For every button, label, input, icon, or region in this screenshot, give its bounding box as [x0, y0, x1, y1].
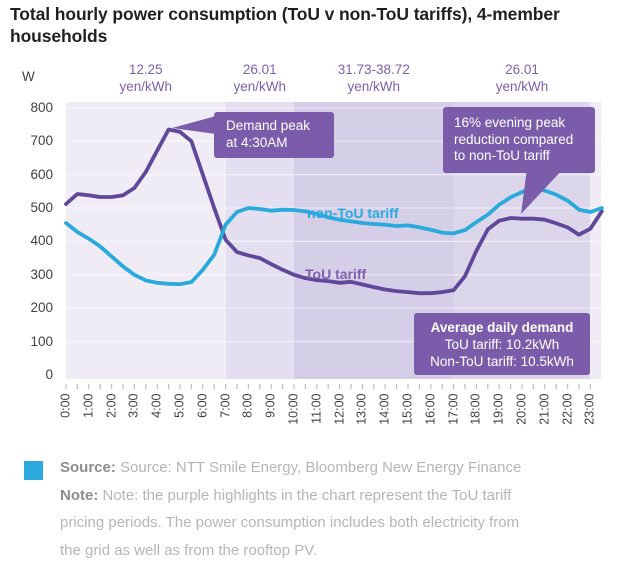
price-label-2: 31.73-38.72 yen/kWh [337, 62, 410, 94]
y-tick-label-300: 300 [30, 266, 53, 282]
price-label-1: 26.01 yen/kWh [233, 62, 287, 94]
y-tick-label-100: 100 [30, 333, 53, 349]
x-tick-label-0:00: 0:00 [58, 393, 73, 418]
x-tick-label-19:00: 19:00 [491, 393, 506, 425]
y-tick-label-0: 0 [45, 367, 53, 382]
demand-peak-line2: at 4:30AM [226, 134, 288, 150]
x-tick-label-20:00: 20:00 [514, 393, 529, 425]
series-label-tou: ToU tariff [305, 266, 367, 282]
x-tick-label-5:00: 5:00 [172, 393, 187, 418]
source-text: Source: NTT Smile Energy, Bloomberg New … [120, 459, 522, 476]
y-tick-label-200: 200 [30, 300, 53, 316]
x-tick-label-8:00: 8:00 [240, 393, 255, 418]
note-label: Note: [60, 486, 99, 504]
x-tick-label-10:00: 10:00 [286, 393, 301, 425]
x-tick-label-22:00: 22:00 [560, 393, 575, 425]
tariff-band-0 [66, 102, 226, 379]
x-tick-label-11:00: 11:00 [309, 393, 324, 424]
x-tick-label-6:00: 6:00 [195, 393, 210, 418]
demand-peak-callout: Demand peak at 4:30AM [214, 112, 334, 158]
y-tick-label-600: 600 [30, 166, 53, 182]
price-label-3: 26.01 yen/kWh [495, 62, 549, 94]
x-tick-label-13:00: 13:00 [354, 393, 369, 425]
footer: Source: Source: NTT Smile Energy, Bloomb… [60, 454, 612, 564]
source-label: Source: [60, 459, 116, 476]
x-tick-label-18:00: 18:00 [468, 393, 483, 425]
y-tick-label-400: 400 [30, 233, 53, 249]
footer-note-line-3: the grid as well as from the rooftop PV. [60, 541, 318, 559]
x-tick-label-17:00: 17:00 [446, 393, 461, 425]
footer-source-line: Source: Source: NTT Smile Energy, Bloomb… [60, 454, 612, 482]
x-tick-label-7:00: 7:00 [218, 393, 233, 418]
evening-peak-line2: reduction compared [454, 131, 574, 147]
x-tick-label-14:00: 14:00 [377, 393, 392, 425]
avg-demand-tou: ToU tariff: 10.2kWh [444, 337, 560, 352]
x-tick-label-9:00: 9:00 [263, 393, 278, 418]
avg-demand-title: Average daily demand [430, 320, 574, 335]
footer-note-line-1: Note: Note: the purple highlights in the… [60, 482, 612, 510]
x-tick-label-2:00: 2:00 [104, 393, 119, 418]
footer-bullet-square-icon [24, 461, 43, 480]
x-tick-label-21:00: 21:00 [537, 393, 552, 425]
x-tick-label-12:00: 12:00 [332, 393, 347, 425]
x-tick-label-3:00: 3:00 [126, 393, 141, 418]
x-tick-label-4:00: 4:00 [149, 393, 164, 418]
avg-demand-nontou: Non-ToU tariff: 10.5kWh [430, 354, 574, 369]
average-daily-demand-box: Average daily demand ToU tariff: 10.2kWh… [414, 313, 590, 375]
evening-peak-line3: to non-ToU tariff [454, 148, 550, 163]
footer-note-line-2: pricing periods. The power consumption i… [60, 514, 520, 531]
chart-title: Total hourly power consumption (ToU v no… [10, 4, 560, 46]
y-tick-label-800: 800 [30, 99, 53, 115]
x-tick-label-1:00: 1:00 [81, 393, 96, 418]
y-axis-unit-label: W [22, 69, 35, 84]
x-tick-label-15:00: 15:00 [400, 393, 415, 425]
y-tick-label-700: 700 [30, 133, 53, 149]
demand-peak-line1: Demand peak [226, 118, 311, 133]
evening-peak-line1: 16% evening peak [454, 115, 566, 130]
note-text-1: Note: the purple highlights in the chart… [102, 486, 512, 504]
evening-peak-callout: 16% evening peak reduction compared to n… [443, 107, 595, 173]
price-label-0: 12.25 yen/kWh [119, 62, 173, 94]
y-tick-label-500: 500 [30, 200, 53, 215]
series-label-non-tou: non-ToU tariff [307, 205, 399, 221]
x-tick-label-23:00: 23:00 [582, 393, 597, 425]
x-tick-label-16:00: 16:00 [423, 393, 438, 425]
